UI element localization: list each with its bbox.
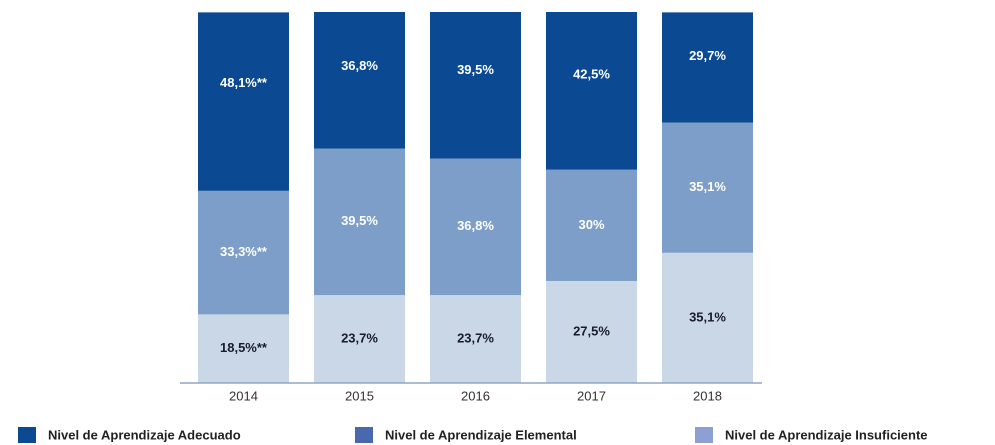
value-label: 39,5% — [457, 62, 494, 77]
bar-segment — [546, 12, 637, 170]
x-tick-label: 2018 — [693, 388, 722, 403]
bar-segment — [546, 169, 637, 281]
bar-segment — [546, 280, 637, 383]
x-tick-label: 2014 — [229, 388, 258, 403]
value-label: 23,7% — [457, 330, 494, 345]
bar-segment — [314, 12, 405, 149]
legend-label: Nivel de Aprendizaje Insuficiente — [725, 427, 928, 442]
value-label: 36,8% — [341, 58, 378, 73]
value-label: 42,5% — [573, 67, 610, 82]
value-label: 48,1%** — [220, 75, 268, 90]
legend-label: Nivel de Aprendizaje Adecuado — [48, 427, 241, 442]
value-label: 35,1% — [689, 179, 726, 194]
x-tick-label: 2016 — [461, 388, 490, 403]
value-label: 29,7% — [689, 48, 726, 63]
bar-segment — [198, 12, 289, 191]
value-label: 23,7% — [341, 330, 378, 345]
legend-label: Nivel de Aprendizaje Elemental — [385, 427, 577, 442]
bar-segment — [198, 190, 289, 315]
value-label: 35,1% — [689, 309, 726, 324]
bar-segment — [314, 295, 405, 383]
legend-swatch — [355, 427, 373, 443]
bar-segment — [662, 252, 753, 383]
value-label: 27,5% — [573, 323, 610, 338]
bar-segment — [430, 158, 521, 296]
value-label: 30% — [578, 217, 604, 232]
bar-segment — [314, 148, 405, 296]
value-label: 39,5% — [341, 213, 378, 228]
value-label: 18,5%** — [220, 340, 268, 355]
bar-segment — [430, 295, 521, 383]
bar-segment — [662, 122, 753, 253]
legend-swatch — [18, 427, 36, 443]
legend-swatch — [695, 427, 713, 443]
x-tick-label: 2015 — [345, 388, 374, 403]
value-label: 36,8% — [457, 218, 494, 233]
x-tick-label: 2017 — [577, 388, 606, 403]
bar-segment — [662, 12, 753, 123]
bar-segment — [198, 314, 289, 383]
bar-segment — [430, 12, 521, 159]
value-label: 33,3%** — [220, 244, 268, 259]
